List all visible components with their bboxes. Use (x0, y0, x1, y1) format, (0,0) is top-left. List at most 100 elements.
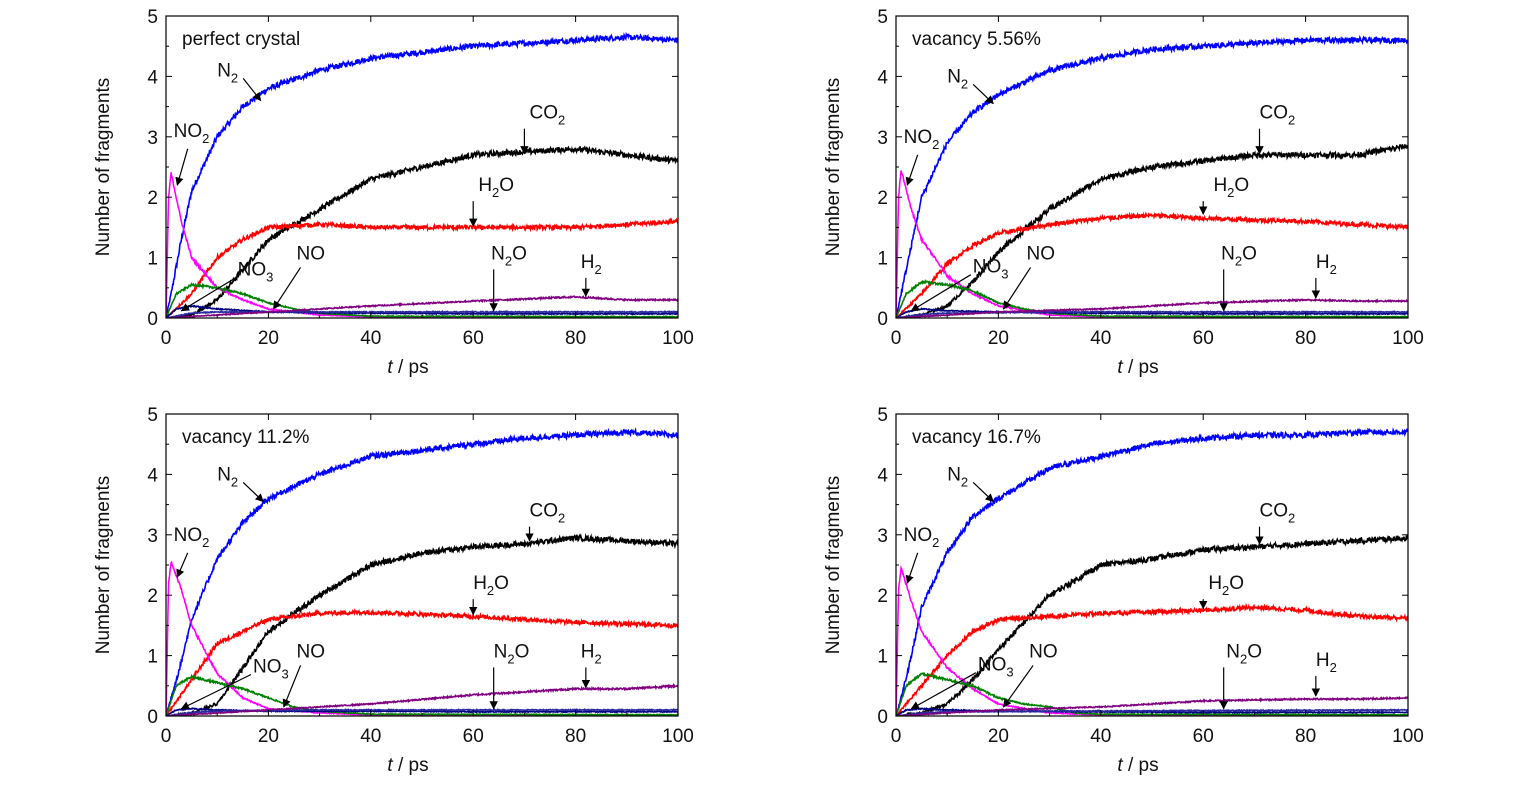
annotation-h2o: H2O (1198, 573, 1244, 610)
annotation-arrow (1003, 665, 1034, 708)
y-tick-label: 1 (147, 249, 158, 270)
x-tick-label: 0 (161, 726, 172, 747)
y-axis-label: Number of fragments (93, 476, 114, 654)
annotation-label: NO2 (174, 525, 210, 550)
y-tick-label: 0 (877, 309, 888, 330)
x-axis-label-var: t (1117, 357, 1123, 378)
y-tick-label: 5 (877, 405, 888, 426)
y-tick-label: 1 (147, 647, 158, 668)
x-tick-label: 60 (463, 726, 484, 747)
x-tick-label: 20 (988, 726, 1009, 747)
x-tick-label: 0 (891, 726, 902, 747)
series-no2-line (166, 172, 678, 318)
annotation-n2: N2 (217, 464, 264, 503)
series-co2-line (166, 145, 678, 318)
annotation-co2: CO2 (525, 501, 566, 542)
y-tick-label: 4 (147, 67, 158, 88)
annotation-no3: NO3 (910, 655, 1014, 710)
series-h2-line (166, 682, 678, 716)
x-tick-label: 40 (1090, 726, 1111, 747)
x-tick-label: 100 (1392, 328, 1424, 349)
annotation-co2: CO2 (1255, 501, 1296, 545)
series-h2-line (166, 294, 678, 318)
annotation-arrow (910, 672, 977, 710)
x-axis-label-var: t (1117, 755, 1123, 776)
annotation-no: NO (282, 641, 325, 708)
x-tick-label: 0 (891, 328, 902, 349)
x-tick-label: 60 (1193, 328, 1214, 349)
annotation-label: CO2 (530, 103, 566, 128)
annotation-label: CO2 (530, 501, 566, 526)
annotation-arrow (1003, 267, 1032, 310)
annotation-n2: N2 (217, 60, 262, 102)
annotation-label: CO2 (1260, 501, 1296, 526)
annotation-arrow (910, 274, 972, 312)
annotation-no2: NO2 (904, 525, 939, 584)
annotation-label: NO3 (253, 657, 289, 682)
annotation-label: H2O (473, 573, 509, 598)
annotation-h2: H2 (581, 641, 602, 689)
annotation-arrow (242, 78, 262, 102)
annotation-label: N2 (947, 464, 968, 489)
annotation-arrow (282, 665, 302, 708)
x-axis-label-var: t (387, 755, 393, 776)
annotation-arrow (180, 277, 236, 312)
x-tick-label: 40 (1090, 328, 1111, 349)
chart-panel-4: 0 20 40 60 80 100 0 1 2 3 4 5 t / ps Number of fragme… (823, 405, 1424, 776)
annotation-label: N2O (494, 641, 530, 666)
y-axis-label: Number of fragments (93, 78, 114, 256)
x-tick-label: 20 (988, 328, 1009, 349)
annotation-arrow (180, 673, 252, 710)
x-tick-label: 60 (1193, 726, 1214, 747)
series-h2o-line (896, 602, 1408, 716)
annotation-co2: CO2 (520, 103, 566, 155)
x-tick-label: 100 (1392, 726, 1424, 747)
y-tick-label: 2 (147, 586, 158, 607)
y-tick-label: 2 (877, 188, 888, 209)
y-axis-label: Number of fragments (823, 476, 844, 654)
x-tick-label: 0 (161, 328, 172, 349)
annotation-label: N2O (1221, 243, 1257, 268)
annotation-n2o: N2O (489, 243, 527, 312)
series-co2-line (166, 532, 678, 716)
panel-title: vacancy 11.2% (182, 427, 310, 448)
annotation-no3: NO3 (910, 257, 1009, 312)
x-tick-label: 80 (1295, 726, 1316, 747)
annotation-no2: NO2 (174, 121, 209, 186)
y-tick-label: 3 (147, 128, 158, 149)
series-n2o-line (166, 309, 678, 318)
annotation-label: H2O (478, 175, 514, 200)
series-no2-line (166, 560, 678, 716)
series-n2-line (896, 34, 1408, 318)
annotation-label: H2 (581, 252, 602, 277)
y-tick-label: 1 (877, 249, 888, 270)
series-group (166, 427, 678, 716)
annotation-n2o: N2O (489, 641, 530, 710)
annotation-arrow (972, 482, 994, 503)
series-no-line (896, 307, 1408, 318)
annotation-label: CO2 (1260, 103, 1296, 128)
annotation-label: N2 (217, 60, 238, 85)
annotation-label: NO2 (904, 127, 940, 152)
y-tick-label: 4 (147, 465, 158, 486)
y-tick-label: 0 (877, 707, 888, 728)
x-axis-label: t / ps (387, 755, 428, 776)
panel-title: vacancy 16.7% (912, 427, 1041, 448)
x-axis-label-unit: / ps (393, 755, 429, 776)
annotation-h2: H2 (1311, 650, 1337, 697)
annotation-label: NO3 (973, 257, 1009, 282)
x-tick-label: 80 (565, 726, 586, 747)
annotation-no: NO (1003, 641, 1058, 708)
annotation-arrow (175, 148, 189, 186)
annotation-n2o: N2O (1219, 243, 1257, 312)
annotation-label: H2O (1213, 175, 1249, 200)
panel-title: vacancy 5.56% (912, 29, 1041, 50)
series-h2o-line (166, 608, 678, 716)
x-tick-label: 20 (258, 726, 279, 747)
annotation-label: N2O (491, 243, 527, 268)
y-tick-label: 2 (147, 188, 158, 209)
y-tick-label: 3 (147, 526, 158, 547)
annotation-label: NO (1029, 641, 1058, 662)
annotation-co2: CO2 (1255, 103, 1296, 155)
